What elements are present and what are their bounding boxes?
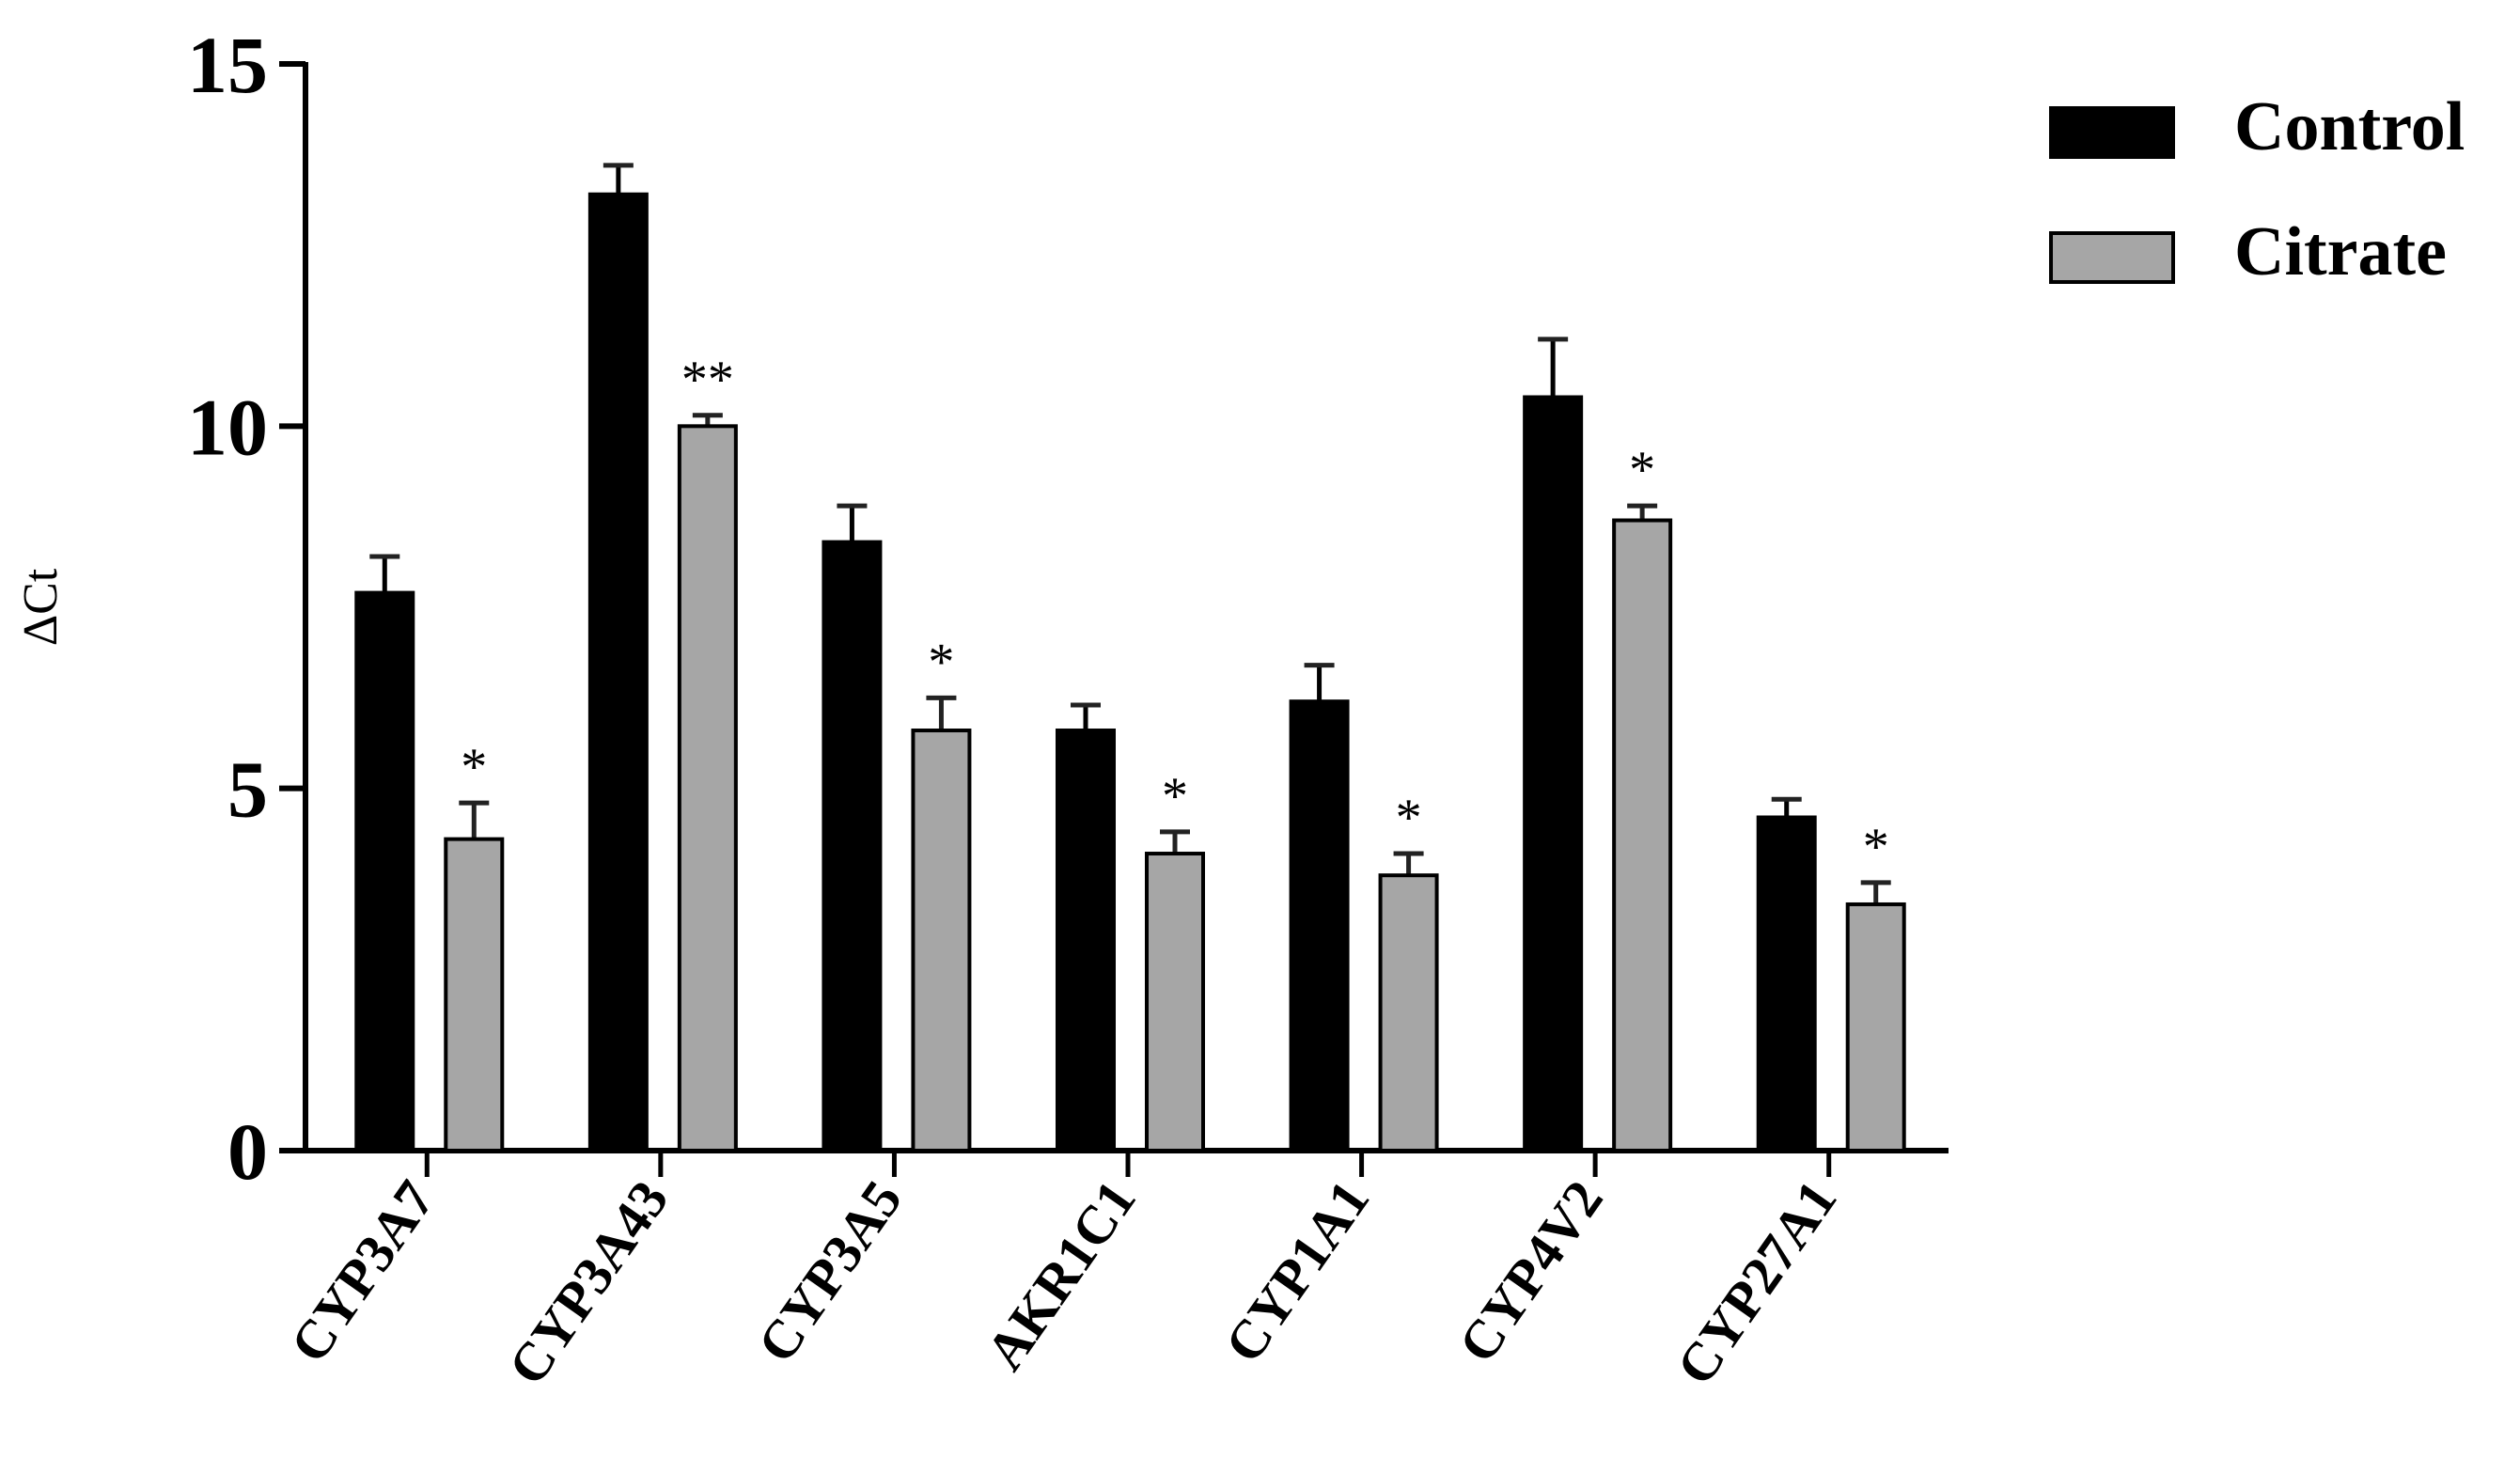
bar <box>1289 699 1350 1153</box>
y-tick-label: 5 <box>227 745 268 835</box>
bar <box>911 729 972 1153</box>
significance: * <box>461 738 487 796</box>
significance: * <box>1396 789 1422 847</box>
bar <box>1756 815 1817 1153</box>
bar <box>1612 518 1673 1153</box>
y-axis-label: ΔCt <box>14 568 68 646</box>
legend-swatch <box>2049 106 2175 159</box>
legend-label: Control <box>2234 88 2465 165</box>
x-tick-label: AKR1C1 <box>974 1169 1147 1381</box>
bar <box>677 424 738 1153</box>
legend-label: Citrate <box>2234 213 2447 290</box>
y-tick-label: 10 <box>187 382 268 472</box>
significance: * <box>1629 441 1655 499</box>
bar <box>822 540 883 1153</box>
x-tick-label: CYP3A43 <box>496 1169 681 1396</box>
significance: * <box>928 633 954 691</box>
y-tick-label: 15 <box>187 20 268 110</box>
bar <box>354 590 415 1153</box>
bar <box>1523 395 1584 1153</box>
significance: * <box>1162 767 1188 825</box>
x-tick-label: CYP27A1 <box>1665 1169 1849 1396</box>
x-tick-label: CYP3A5 <box>745 1169 914 1373</box>
bar <box>1145 852 1205 1153</box>
x-tick-label: CYP1A1 <box>1213 1169 1381 1373</box>
significance: * <box>1863 818 1889 876</box>
bar <box>1056 729 1116 1153</box>
bar <box>444 837 505 1153</box>
bar <box>1845 902 1906 1153</box>
significance: ** <box>681 351 734 409</box>
x-tick-label: CYP4V2 <box>1447 1169 1615 1373</box>
y-tick-label: 0 <box>227 1106 268 1197</box>
bar <box>587 192 649 1153</box>
bar <box>1378 873 1439 1153</box>
legend-swatch <box>2049 231 2175 284</box>
x-tick-label: CYP3A7 <box>278 1169 446 1373</box>
